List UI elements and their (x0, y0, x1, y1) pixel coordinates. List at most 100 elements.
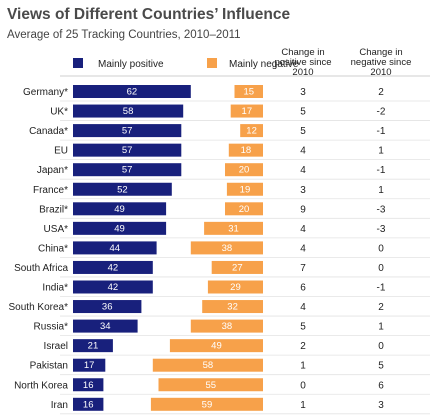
bar-positive-label: 42 (108, 262, 119, 273)
neg-change-value: -2 (377, 107, 386, 118)
pos-change-value: 4 (300, 165, 306, 176)
bar-negative-label: 19 (240, 184, 251, 195)
bar-negative-label: 38 (222, 321, 233, 332)
category-label: China* (38, 243, 68, 254)
bar-negative-label: 55 (205, 380, 216, 391)
bar-negative (211, 260, 263, 274)
neg-change-value: 2 (378, 87, 384, 98)
neg-change-value: -3 (377, 224, 386, 235)
bar-positive-label: 21 (88, 341, 99, 352)
legend-label-negative: Mainly negative (229, 59, 299, 70)
bar-positive-label: 16 (83, 399, 94, 410)
bar-negative (230, 104, 263, 118)
bar-positive (73, 163, 182, 177)
bar-negative-label: 20 (239, 165, 250, 176)
category-label: Russia* (34, 322, 69, 333)
bar-positive (73, 319, 138, 333)
bar-positive-label: 17 (84, 360, 95, 371)
bar-positive (73, 182, 172, 196)
category-label: EU (54, 146, 68, 157)
bar-negative (152, 358, 263, 372)
neg-change-value: 0 (378, 263, 384, 274)
category-label: India* (42, 283, 68, 294)
bar-negative-label: 38 (222, 243, 233, 254)
neg-change-header: Change in negative since 2010 (346, 48, 416, 78)
bar-negative (207, 280, 263, 294)
neg-change-value: 1 (378, 146, 384, 157)
bar-positive (73, 378, 104, 392)
pos-change-value: 1 (300, 361, 306, 372)
category-label: South Korea* (9, 302, 69, 313)
bar-positive (73, 104, 184, 118)
category-label: Canada* (29, 126, 68, 137)
bar-negative (202, 300, 263, 314)
bar-positive (73, 300, 142, 314)
bar-positive-label: 57 (122, 165, 133, 176)
neg-change-value: -3 (377, 204, 386, 215)
pos-change-value: 4 (300, 224, 306, 235)
bar-positive-label: 42 (108, 282, 119, 293)
bar-negative (190, 241, 263, 255)
neg-change-value: 6 (378, 380, 384, 391)
pos-change-value: 2 (300, 341, 306, 352)
neg-change-header-line: 2010 (370, 67, 392, 78)
pos-change-value: 6 (300, 283, 306, 294)
pos-change-value: 7 (300, 263, 306, 274)
pos-change-value: 4 (300, 243, 306, 254)
neg-change-value: -1 (377, 165, 386, 176)
bar-positive-label: 57 (122, 145, 133, 156)
bar-negative-label: 17 (242, 106, 253, 117)
neg-change-value: -1 (377, 283, 386, 294)
bar-negative (150, 397, 263, 411)
legend-swatch-positive (73, 58, 83, 68)
pos-change-header-line: 2010 (292, 67, 314, 78)
bar-positive (73, 339, 113, 353)
legend-swatch-negative (207, 58, 217, 68)
bar-positive-label: 16 (83, 380, 94, 391)
bar-negative (226, 182, 263, 196)
bar-positive-label: 62 (127, 87, 138, 98)
bar-negative-label: 15 (243, 87, 254, 98)
category-label: Germany* (23, 87, 68, 98)
bar-positive (73, 85, 191, 98)
legend-label-positive: Mainly positive (98, 59, 164, 70)
pos-change-value: 5 (300, 126, 306, 137)
bar-negative (169, 339, 263, 353)
bar-positive (73, 221, 167, 235)
bar-negative (225, 163, 263, 177)
bar-positive-label: 44 (110, 243, 121, 254)
bar-positive (73, 143, 182, 157)
pos-change-value: 1 (300, 400, 306, 411)
pos-change-header: Change in positive since 2010 (268, 48, 338, 78)
bar-negative (204, 221, 263, 235)
neg-change-header-line: Change in (359, 47, 403, 58)
bar-negative (225, 202, 263, 216)
neg-change-value: 0 (378, 243, 384, 254)
bar-negative-label: 59 (202, 399, 213, 410)
category-label: UK* (50, 107, 68, 118)
bar-negative-label: 31 (228, 223, 239, 234)
pos-change-value: 5 (300, 322, 306, 333)
pos-change-value: 3 (300, 185, 306, 196)
bar-negative-label: 12 (246, 126, 257, 137)
category-label: Iran (51, 400, 68, 411)
bar-negative-label: 32 (227, 302, 238, 313)
neg-change-header-line: negative since (350, 57, 412, 68)
pos-change-value: 0 (300, 380, 306, 391)
category-label: North Korea (14, 380, 68, 391)
neg-change-value: 2 (378, 302, 384, 313)
pos-change-value: 9 (300, 204, 306, 215)
bar-negative-label: 49 (211, 341, 222, 352)
bar-negative (240, 124, 263, 138)
category-label: France* (33, 185, 68, 196)
bar-negative (234, 85, 263, 98)
bar-negative (158, 378, 263, 392)
category-label: Israel (44, 341, 68, 352)
category-label: Brazil* (39, 204, 68, 215)
bar-negative-label: 29 (230, 282, 241, 293)
category-label: USA* (44, 224, 69, 235)
bar-positive-label: 52 (117, 184, 128, 195)
bar-negative (228, 143, 263, 157)
bar-positive-label: 34 (100, 321, 111, 332)
neg-change-value: 3 (378, 400, 384, 411)
